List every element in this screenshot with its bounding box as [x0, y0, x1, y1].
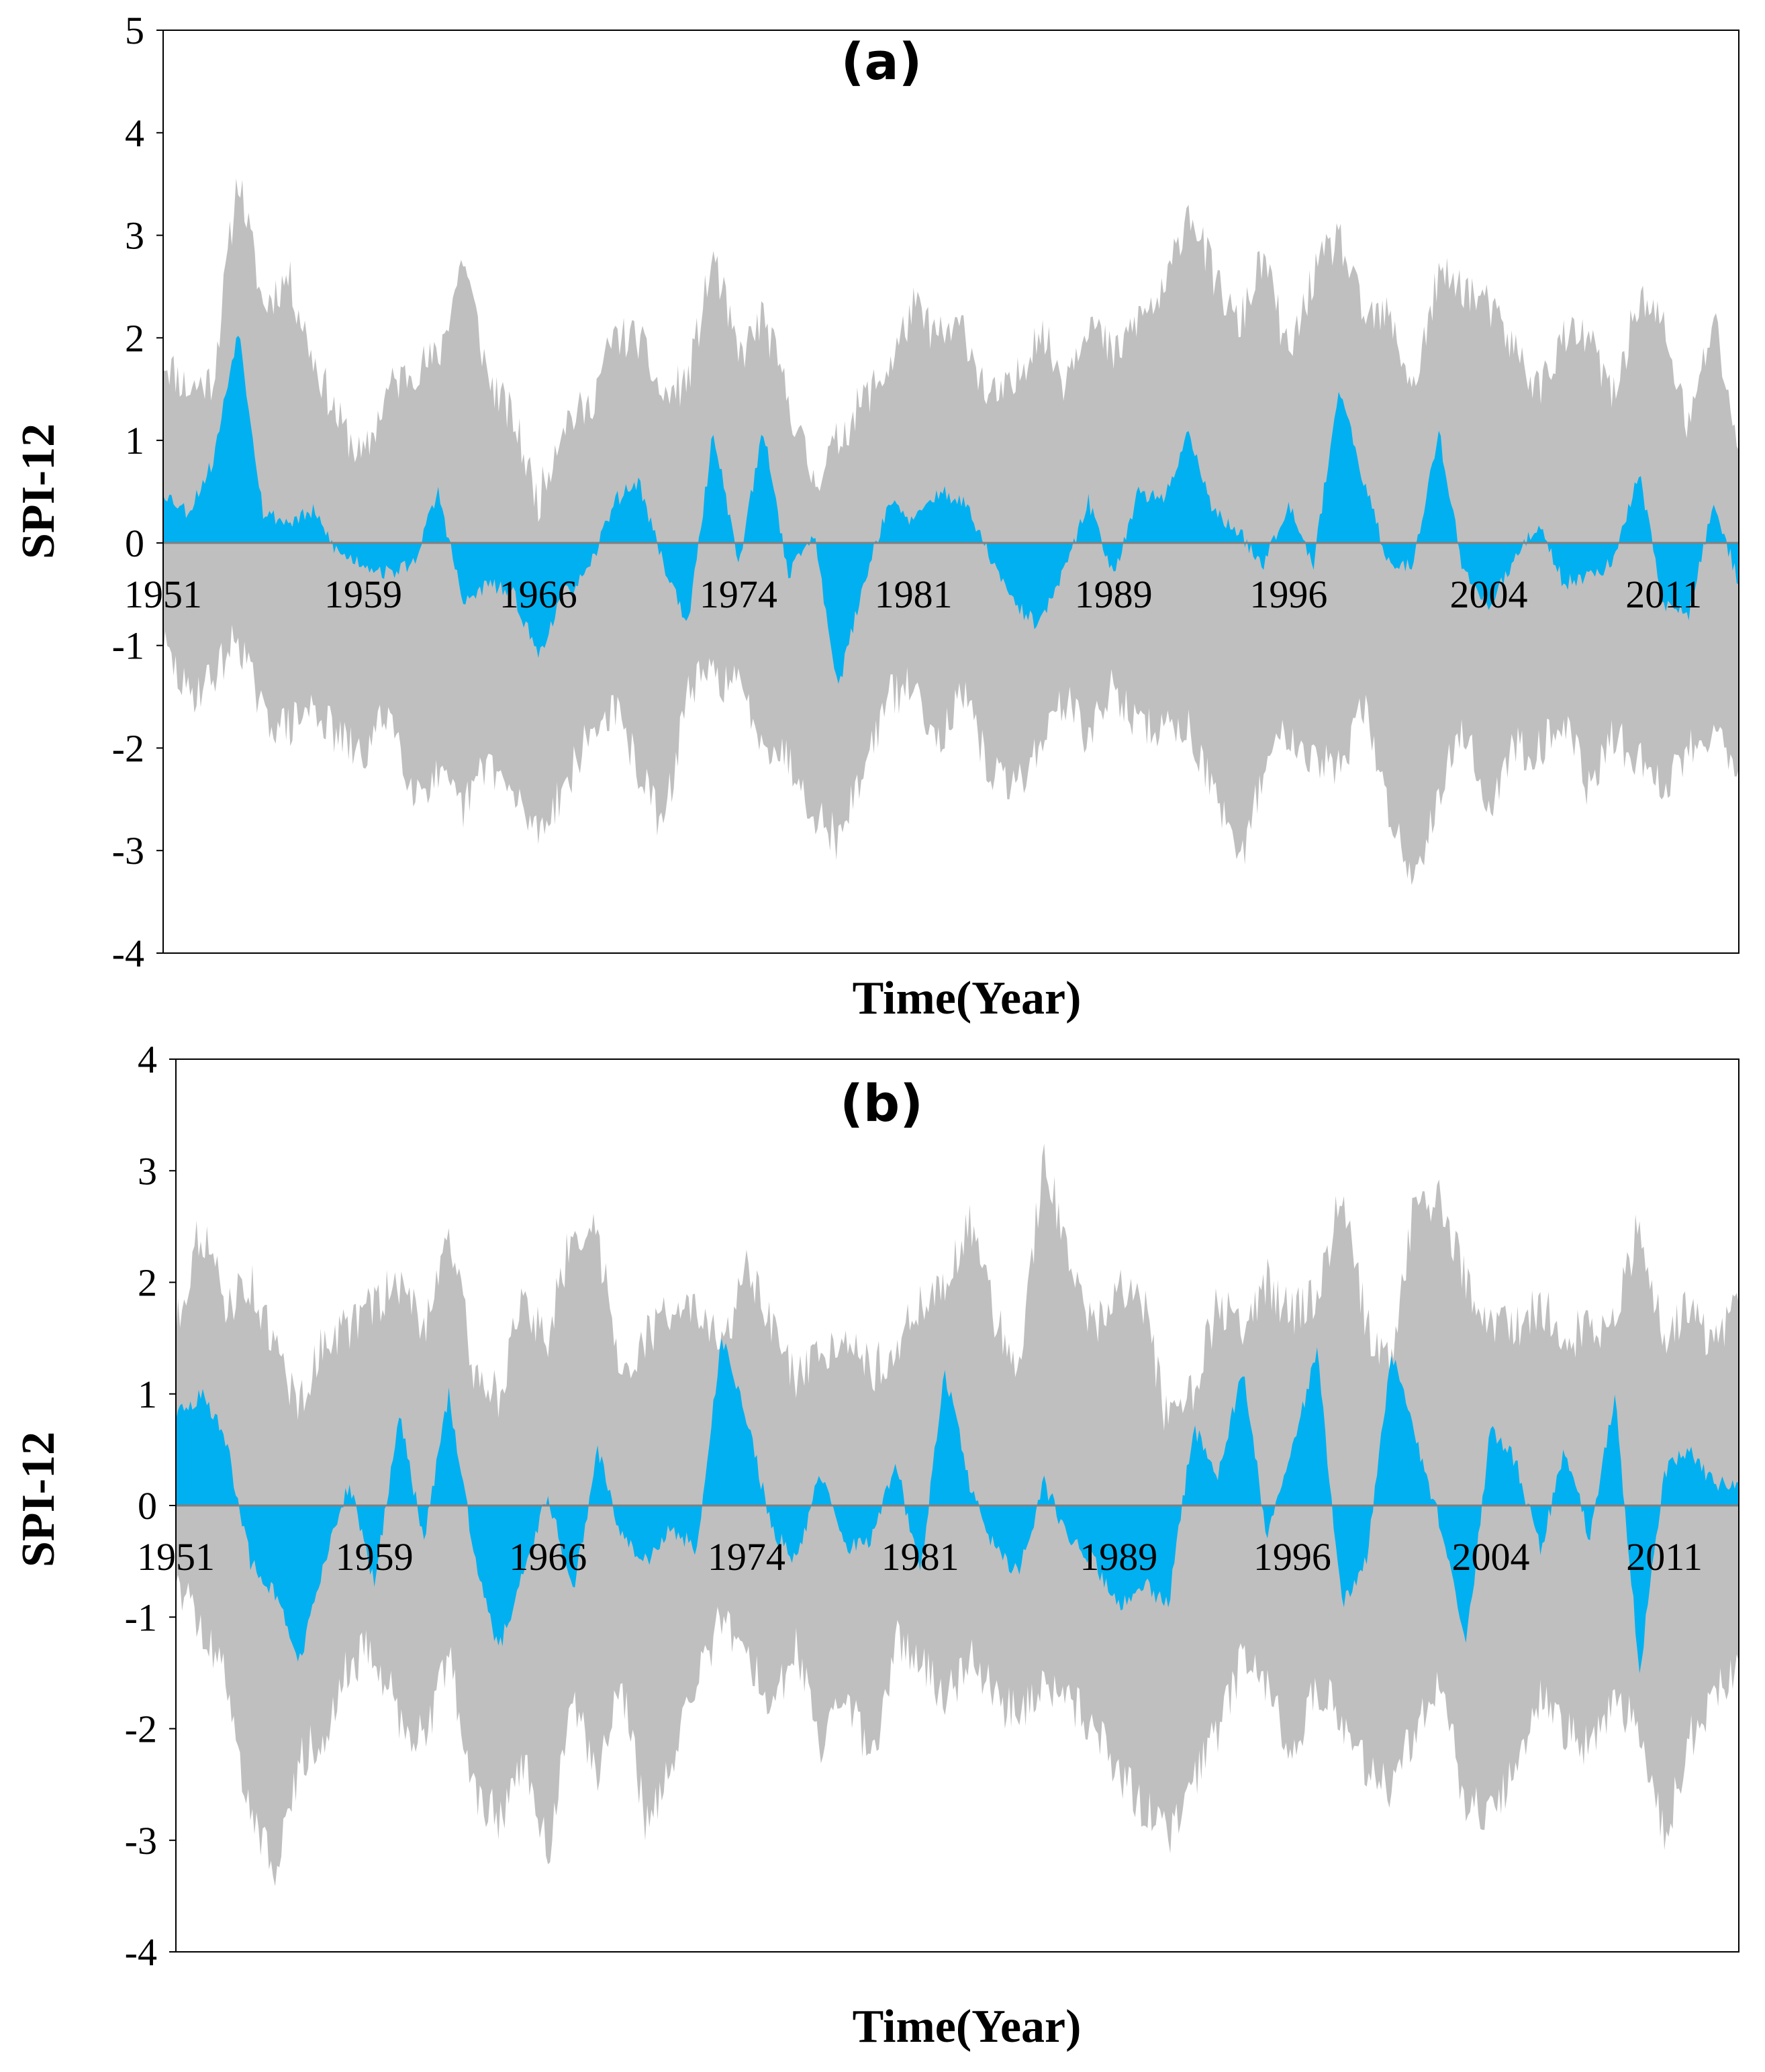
panel-a-y-axis-label: SPI-12: [13, 424, 64, 559]
panel-b-y-tick-label: 4: [138, 1038, 157, 1081]
panel-b-title: (b): [840, 1073, 923, 1133]
panel-b-y-tick-label: -1: [125, 1595, 157, 1639]
panel-b-x-tick-label: 1959: [336, 1535, 414, 1579]
panel-b-x-tick-label: 1981: [881, 1535, 959, 1579]
panel-a-frame: [162, 30, 1739, 954]
panel-a-plot-area: [162, 30, 1739, 954]
panel-a-x-axis-label: Time(Year): [853, 973, 1082, 1024]
panel-b-y-tick-label: 3: [138, 1149, 157, 1193]
panel-a-y-tick-label: -4: [112, 932, 144, 975]
panel-a-y-tick-label: 3: [125, 214, 144, 258]
panel-a-x-tick-label: 1974: [700, 573, 777, 616]
panel-b-y-tick-labels: 4 3 2 1 0 -1 -2 -3 -4: [125, 1038, 176, 1974]
panel-b-x-axis-label: Time(Year): [853, 2001, 1082, 2053]
panel-a-mean-area: [163, 336, 1739, 684]
panel-a-y-tick-label: -2: [112, 726, 144, 770]
panel-a-y-tick-label: 4: [125, 111, 144, 155]
panel-a-y-tick-labels: 5 4 3 2 1 0 -1 -2 -3 -4: [112, 9, 163, 975]
panel-b-y-tick-label: -4: [125, 1930, 157, 1974]
panel-b-y-tick-label: 1: [138, 1373, 157, 1416]
panel-a-x-tick-label: 1959: [324, 573, 402, 616]
panel-a-x-tick-label: 2011: [1625, 573, 1702, 616]
panel-a-y-tick-label: -1: [112, 624, 144, 668]
panel-a-y-tick-label: 1: [125, 419, 144, 462]
panel-a-x-tick-label: 1996: [1249, 573, 1327, 616]
panel-b-y-tick-label: -2: [125, 1708, 157, 1751]
panel-b-x-tick-labels: 1951 1959 1966 1974 1981 1989 1996 2004 2011: [137, 1535, 1703, 1579]
panel-b-plot-area: [175, 1058, 1739, 1953]
panel-b-y-tick-label: 0: [138, 1484, 157, 1528]
panel-b-x-tick-label: 1989: [1080, 1535, 1157, 1579]
panel-b-range-band: [176, 1143, 1739, 1887]
panel-b-x-tick-label: 1974: [708, 1535, 785, 1579]
panel-a-x-tick-label: 2004: [1449, 573, 1527, 616]
panel-a-y-tick-label: 2: [125, 316, 144, 360]
panel-a-y-tick-label: -3: [112, 829, 144, 873]
panel-b-x-tick-label: 1996: [1253, 1535, 1331, 1579]
panel-a-x-tick-label: 1966: [499, 573, 577, 616]
panel-b-x-tick-label: 1951: [137, 1535, 215, 1579]
panel-b-y-axis-label: SPI-12: [13, 1432, 64, 1567]
panel-b-x-tick-label: 2004: [1451, 1535, 1529, 1579]
panel-b-x-tick-label: 1966: [509, 1535, 587, 1579]
panel-b-mean-area: [176, 1338, 1739, 1674]
panel-a-y-tick-label: 0: [125, 522, 144, 565]
panel-a-x-tick-label: 1981: [875, 573, 953, 616]
panel-a-y-tick-label: 5: [125, 9, 144, 52]
panel-b-y-tick-label: -3: [125, 1819, 157, 1863]
panel-b-y-tick-label: 2: [138, 1261, 157, 1305]
panel-a-x-tick-label: 1951: [124, 573, 202, 616]
panel-b-x-tick-label: 2011: [1626, 1535, 1703, 1579]
panel-a-x-tick-label: 1989: [1075, 573, 1153, 616]
panel-a-x-tick-labels: 1951 1959 1966 1974 1981 1989 1996 2004 2011: [124, 573, 1702, 616]
panel-a-title: (a): [841, 32, 922, 91]
